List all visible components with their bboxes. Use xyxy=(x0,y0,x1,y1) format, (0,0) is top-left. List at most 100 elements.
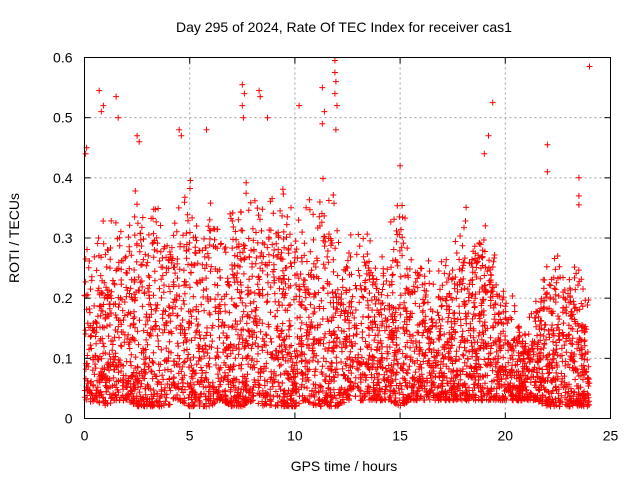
data-point xyxy=(347,383,354,390)
data-point xyxy=(279,290,286,297)
data-point xyxy=(402,343,409,350)
data-point xyxy=(199,277,206,284)
data-point xyxy=(155,338,162,344)
data-point xyxy=(279,256,286,263)
data-point xyxy=(439,377,446,384)
data-point xyxy=(449,275,456,282)
data-point xyxy=(203,275,210,282)
data-point xyxy=(140,347,147,354)
data-point xyxy=(300,341,306,348)
data-point xyxy=(159,311,166,318)
data-point xyxy=(487,334,494,341)
data-point xyxy=(505,347,512,354)
data-point xyxy=(451,318,458,325)
data-point xyxy=(288,342,295,349)
data-point xyxy=(160,289,167,296)
data-point xyxy=(93,393,100,400)
data-point xyxy=(302,396,308,402)
data-point xyxy=(279,320,286,327)
data-point xyxy=(350,358,357,365)
data-point xyxy=(399,202,406,209)
data-point xyxy=(347,231,354,238)
data-point xyxy=(450,396,457,403)
data-point xyxy=(252,260,259,267)
data-point xyxy=(566,403,573,410)
data-point xyxy=(226,281,232,288)
data-point xyxy=(159,264,166,271)
data-point xyxy=(288,392,295,399)
data-point xyxy=(214,226,221,233)
data-point xyxy=(549,356,556,363)
data-point xyxy=(233,274,240,281)
data-point xyxy=(540,345,547,352)
data-point xyxy=(432,397,439,404)
data-point xyxy=(541,386,548,393)
data-point xyxy=(550,274,557,281)
data-point xyxy=(371,392,378,399)
data-point xyxy=(546,305,553,312)
data-point xyxy=(126,345,133,352)
data-point xyxy=(151,246,158,253)
data-point xyxy=(160,376,167,383)
data-point xyxy=(567,298,574,305)
data-point xyxy=(533,309,540,316)
data-point xyxy=(470,248,477,255)
data-point xyxy=(106,351,113,358)
data-point xyxy=(465,356,472,363)
data-point xyxy=(360,253,367,260)
data-point xyxy=(93,267,100,274)
data-point xyxy=(180,379,187,386)
data-point xyxy=(150,349,157,356)
data-point xyxy=(153,322,160,329)
data-point xyxy=(103,284,109,291)
data-point xyxy=(180,389,187,396)
data-point xyxy=(404,384,411,391)
data-point xyxy=(471,243,478,250)
data-point xyxy=(495,372,502,379)
data-point xyxy=(556,316,563,323)
data-point xyxy=(507,355,514,362)
data-point xyxy=(207,200,214,207)
data-point xyxy=(485,355,492,362)
data-point xyxy=(490,324,496,331)
data-point xyxy=(521,378,527,385)
data-point xyxy=(321,243,328,250)
data-point xyxy=(548,359,555,366)
data-point xyxy=(331,57,338,64)
data-point xyxy=(576,306,583,313)
data-point xyxy=(438,303,445,310)
data-point xyxy=(492,300,499,307)
data-point xyxy=(288,263,295,270)
data-point xyxy=(184,211,191,218)
data-point xyxy=(279,327,285,334)
data-point xyxy=(185,384,192,390)
data-point xyxy=(124,287,131,294)
data-point xyxy=(269,380,276,386)
data-point xyxy=(348,386,355,393)
data-point xyxy=(241,373,248,380)
data-point xyxy=(207,268,214,275)
data-point xyxy=(283,221,290,228)
data-point xyxy=(285,250,292,257)
data-point xyxy=(494,369,501,376)
data-point xyxy=(181,290,188,297)
data-point xyxy=(191,381,197,388)
data-point xyxy=(125,341,132,348)
data-point xyxy=(448,385,455,392)
data-point xyxy=(289,388,296,395)
data-point xyxy=(469,343,475,350)
data-point xyxy=(493,348,500,355)
data-point xyxy=(437,332,444,339)
data-point xyxy=(435,335,442,342)
data-point xyxy=(578,344,585,351)
data-point xyxy=(465,297,472,304)
data-point xyxy=(476,289,483,295)
data-point xyxy=(182,358,188,365)
data-point xyxy=(460,352,467,359)
data-point xyxy=(503,386,510,393)
data-point xyxy=(240,270,247,277)
data-point xyxy=(540,333,547,339)
data-point xyxy=(308,392,314,399)
data-point xyxy=(480,331,487,338)
data-point xyxy=(91,395,97,402)
